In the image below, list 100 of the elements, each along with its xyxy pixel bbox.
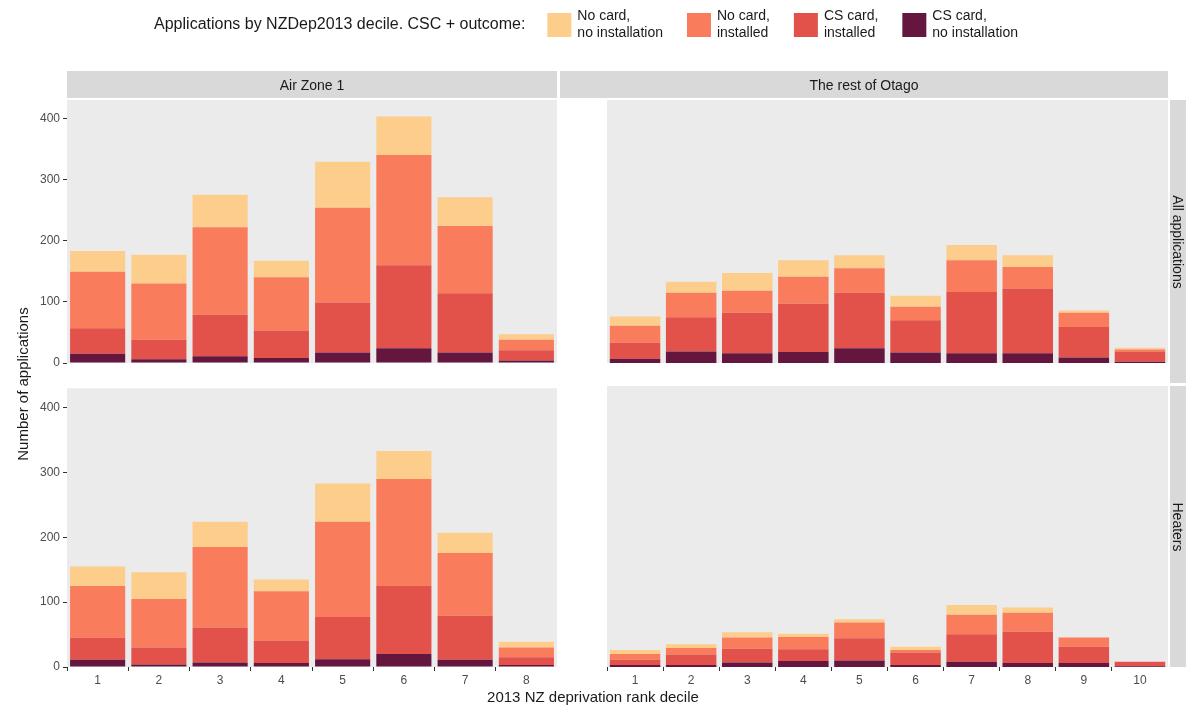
x-tick-label: 4 xyxy=(278,672,286,687)
x-tick-label: 1 xyxy=(94,672,102,687)
bar xyxy=(192,314,248,357)
bar xyxy=(253,260,309,278)
bar xyxy=(722,637,773,649)
bar xyxy=(609,342,661,359)
bar xyxy=(834,619,885,623)
bar xyxy=(778,260,829,277)
bar xyxy=(131,254,187,284)
x-tick-label: 3 xyxy=(743,672,751,687)
bar xyxy=(376,451,432,479)
bar xyxy=(70,566,126,586)
legend-label: CS card, installed xyxy=(823,7,879,41)
bar xyxy=(722,312,773,354)
bar xyxy=(946,260,997,293)
bar xyxy=(315,521,371,618)
bar xyxy=(1002,612,1053,632)
bar xyxy=(778,303,829,352)
y-tick-label: 100 xyxy=(39,294,61,309)
bar xyxy=(778,661,829,667)
bar xyxy=(890,646,941,651)
x-tick-label: 8 xyxy=(523,672,531,687)
bar xyxy=(722,648,773,663)
x-tick-label: 2 xyxy=(687,672,695,687)
bar xyxy=(253,330,309,359)
bar xyxy=(890,320,941,353)
bar xyxy=(665,654,717,666)
bar xyxy=(665,292,717,318)
bar xyxy=(70,659,126,667)
bar xyxy=(834,348,885,363)
bar xyxy=(778,633,829,637)
bar xyxy=(665,281,717,293)
bar xyxy=(253,663,309,667)
bar xyxy=(834,292,885,349)
bar xyxy=(437,552,493,616)
bar xyxy=(834,660,885,667)
bar xyxy=(890,352,941,363)
bar xyxy=(437,197,493,226)
y-tick-label: 200 xyxy=(39,232,61,247)
chart-title: Air Zone 1 xyxy=(67,71,557,98)
bar xyxy=(946,292,997,354)
bar xyxy=(131,283,187,340)
x-tick-label: 5 xyxy=(339,672,347,687)
bar xyxy=(498,350,554,361)
y-tick-label: 100 xyxy=(39,594,61,609)
bar xyxy=(70,353,126,363)
bar xyxy=(376,585,432,655)
x-tick-label: 2 xyxy=(155,672,163,687)
chart-title: The rest of Otago xyxy=(560,71,1168,98)
bar xyxy=(253,579,309,592)
bar xyxy=(609,659,661,666)
bar xyxy=(609,325,661,343)
bar xyxy=(437,532,493,553)
bar xyxy=(498,339,554,351)
y-tick-label: 400 xyxy=(39,399,61,414)
bar xyxy=(722,273,773,291)
bar xyxy=(376,265,432,349)
bar xyxy=(722,353,773,363)
bar xyxy=(1058,326,1110,358)
x-tick-label: 10 xyxy=(1133,672,1147,687)
bar xyxy=(609,358,661,363)
text: All applications xyxy=(1170,194,1186,289)
bar xyxy=(498,334,554,340)
bar xyxy=(498,647,554,658)
bar xyxy=(70,637,126,660)
legend-label: No card, installed xyxy=(716,7,770,41)
bar xyxy=(253,640,309,664)
bar xyxy=(1058,310,1110,313)
bar xyxy=(437,293,493,353)
y-tick-label: 300 xyxy=(39,464,61,479)
bar xyxy=(665,644,717,649)
bar xyxy=(437,352,493,363)
bar xyxy=(1002,266,1053,289)
bar xyxy=(315,483,371,522)
bar xyxy=(946,634,997,662)
x-tick-label: 5 xyxy=(856,672,864,687)
bar xyxy=(131,359,187,363)
bar xyxy=(498,657,554,666)
bar xyxy=(70,271,126,329)
bar xyxy=(192,627,248,663)
y-tick-label: 400 xyxy=(39,110,61,125)
bar xyxy=(1058,646,1110,664)
legend-label: No card, no installation xyxy=(577,7,663,41)
bar xyxy=(1002,631,1053,664)
bar xyxy=(498,641,554,648)
bar xyxy=(609,650,661,654)
bar xyxy=(376,155,432,266)
x-tick-label: 6 xyxy=(912,672,920,687)
bar xyxy=(1114,661,1166,667)
y-tick-label: 0 xyxy=(53,659,61,674)
bar xyxy=(131,339,187,360)
bar xyxy=(722,632,773,638)
bar xyxy=(315,659,371,667)
x-tick-label: 3 xyxy=(216,672,224,687)
bar xyxy=(778,649,829,662)
bar xyxy=(315,617,371,660)
bar xyxy=(665,317,717,352)
bar xyxy=(131,664,187,667)
bar xyxy=(890,652,941,666)
bar xyxy=(192,356,248,363)
